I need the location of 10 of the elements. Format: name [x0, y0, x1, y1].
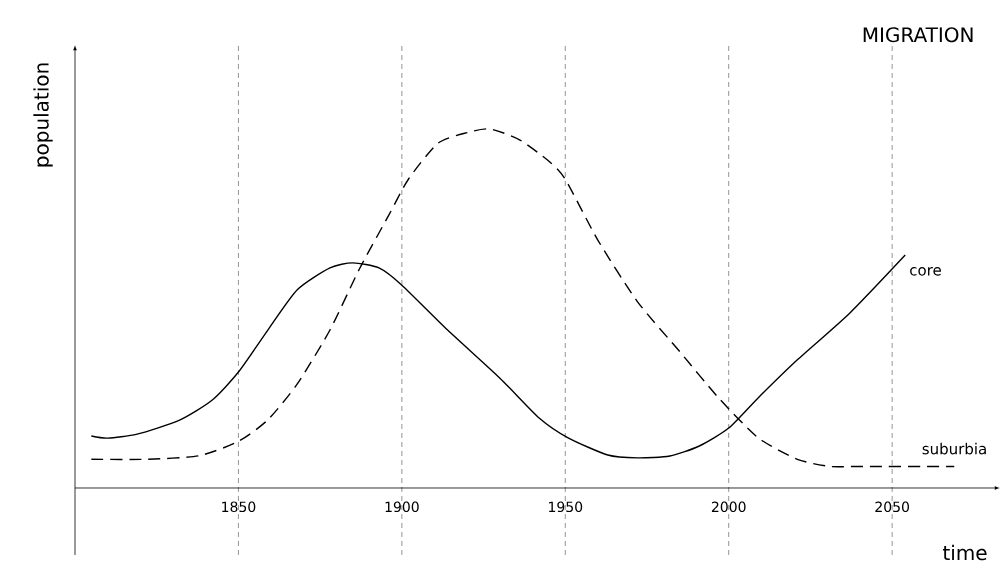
x-tick-label: 1900 — [385, 501, 419, 513]
x-tick-label: 2000 — [711, 501, 746, 513]
series-label: suburbia — [922, 442, 986, 455]
series-label: core — [910, 267, 941, 276]
x-axis-title: time — [942, 544, 987, 561]
y-axis-title: population — [33, 63, 53, 167]
chart-title: MIGRATION — [863, 27, 973, 43]
x-tick-label: 1950 — [549, 501, 583, 513]
x-tick-label: 2050 — [875, 501, 910, 513]
x-tick-label: 1850 — [222, 501, 256, 513]
